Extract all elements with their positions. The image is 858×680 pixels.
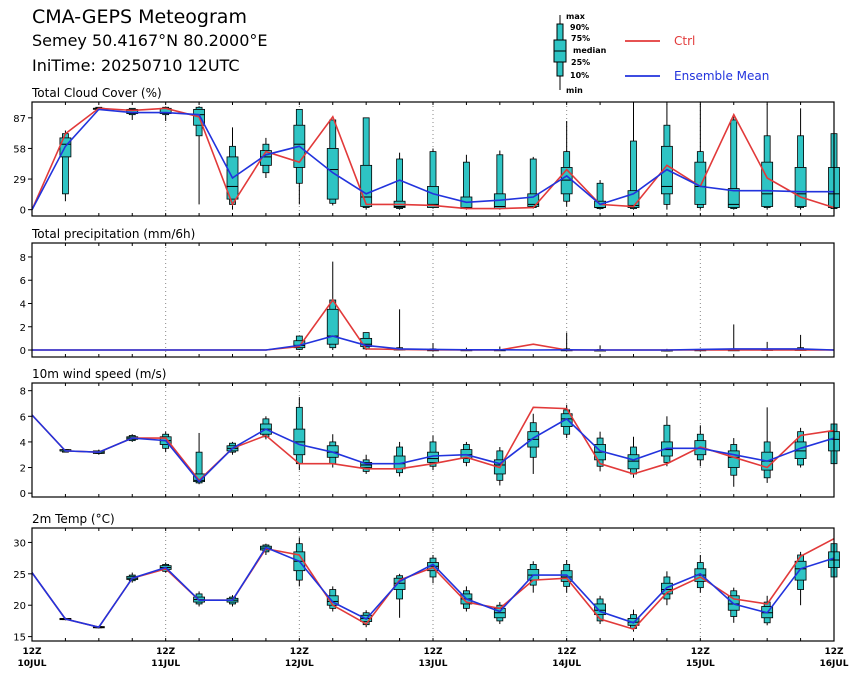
y-tick-label: 25 [13, 570, 26, 581]
box-outer [630, 140, 637, 210]
ctrl-series-line [31, 537, 835, 631]
ctrl-series-line [31, 406, 835, 482]
box-inner [727, 188, 740, 208]
box-outer [596, 182, 604, 210]
legend-graphic: max 90% 75% median 25% 10% min Ctrl Ense… [553, 12, 769, 95]
y-tick-label: 58 [13, 144, 26, 155]
chart-title: CMA-GEPS Meteogram [32, 6, 247, 28]
legend-p90-label: 90% [570, 23, 589, 32]
x-tick-label-hour: 12Z [423, 647, 443, 657]
legend-min-label: min [566, 86, 583, 95]
box-inner [761, 161, 774, 207]
y-tick-label: 0 [20, 346, 26, 357]
box-outer [195, 451, 203, 484]
x-tick-label-date: 14JUL [552, 659, 581, 669]
box-outer [362, 117, 370, 208]
y-tick-label: 0 [20, 489, 26, 500]
panel-title: 2m Temp (°C) [32, 512, 115, 526]
panel-title: Total Cloud Cover (%) [31, 86, 162, 100]
box-inner [594, 603, 606, 616]
panel-title: Total precipitation (mm/6h) [31, 227, 195, 241]
x-tick-label-hour: 12Z [156, 647, 176, 657]
box-inner [326, 308, 339, 345]
legend-mean-label: Ensemble Mean [674, 69, 769, 83]
box-inner [794, 167, 807, 207]
x-tick-label-date: 11JUL [151, 659, 180, 669]
box-inner [393, 577, 406, 590]
mean-series-line [31, 546, 835, 629]
y-tick-label: 20 [13, 601, 26, 612]
x-tick-label-date: 13JUL [419, 659, 448, 669]
y-tick-label: 87 [13, 114, 26, 125]
y-tick-label: 6 [20, 276, 26, 287]
legend-p10-label: 10% [570, 71, 589, 80]
location-label: Semey 50.4167°N 80.2000°E [32, 31, 268, 50]
legend-p25-label: 25% [571, 58, 590, 67]
y-tick-label: 2 [20, 464, 26, 475]
x-tick-label-date: 15JUL [686, 659, 715, 669]
panel-frame [31, 527, 835, 642]
x-tick-label-hour: 12Z [22, 647, 42, 657]
box-inner [560, 413, 573, 427]
y-tick-label: 29 [13, 175, 26, 186]
box-inner [326, 148, 339, 200]
mean-series-line [31, 108, 834, 211]
x-tick-label-hour: 12Z [691, 647, 711, 657]
init-time-label: IniTime: 20250710 12UTC [32, 56, 240, 75]
box-inner [560, 167, 573, 195]
x-tick-label-hour: 12Z [290, 647, 310, 657]
box-inner [794, 560, 807, 581]
box-inner [427, 186, 439, 208]
y-tick-label: 6 [20, 412, 26, 423]
legend: max 90% 75% median 25% 10% min Ctrl Ense… [540, 8, 840, 98]
mean-series-line [32, 335, 835, 351]
box-outer [396, 158, 403, 210]
legend-median-label: median [573, 46, 607, 55]
panel-frame [31, 101, 835, 217]
legend-p75-label: 75% [571, 34, 590, 43]
y-tick-label: 8 [20, 253, 26, 264]
y-tick-label: 2 [20, 323, 26, 334]
panel-frame [31, 242, 835, 358]
panel-title: 10m wind speed (m/s) [32, 367, 166, 381]
x-tick-label-date: 10JUL [18, 659, 47, 669]
box-outer [730, 119, 738, 210]
x-tick-label-hour: 12Z [557, 647, 577, 657]
box-inner [360, 337, 373, 347]
y-tick-label: 0 [20, 206, 26, 217]
legend-ctrl-label: Ctrl [674, 34, 695, 48]
x-tick-label-hour: 12Z [824, 647, 844, 657]
x-tick-label-date: 16JUL [820, 659, 849, 669]
box-inner [627, 454, 640, 470]
y-tick-label: 4 [20, 299, 26, 310]
y-tick-label: 8 [20, 387, 26, 398]
y-tick-label: 30 [13, 538, 26, 549]
y-tick-label: 4 [20, 438, 26, 449]
y-tick-label: 15 [13, 633, 26, 644]
x-tick-label-date: 12JUL [285, 659, 314, 669]
legend-max-label: max [566, 12, 586, 21]
panel-frame [31, 382, 835, 498]
box-inner [360, 164, 373, 207]
mean-series-line [31, 414, 835, 483]
